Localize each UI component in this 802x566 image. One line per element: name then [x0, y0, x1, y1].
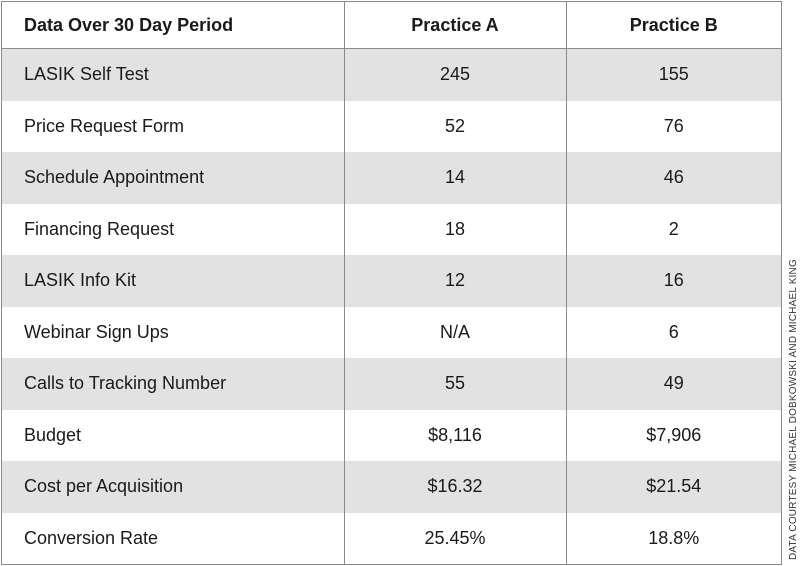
practice-b-value: 2 — [565, 203, 781, 255]
table-row: LASIK Self Test 245 155 — [2, 48, 781, 101]
practice-a-value: 18 — [343, 203, 566, 255]
table-row: Calls to Tracking Number 55 49 — [2, 358, 781, 410]
row-label: Schedule Appointment — [2, 152, 344, 204]
practice-a-value: 12 — [343, 255, 566, 307]
table-row: Schedule Appointment 14 46 — [2, 152, 781, 204]
practice-a-value: 245 — [343, 48, 566, 101]
row-label: Financing Request — [2, 203, 344, 255]
practice-a-value: $8,116 — [343, 409, 566, 461]
data-table-container: Data Over 30 Day Period Practice A Pract… — [1, 1, 782, 565]
practice-a-value: N/A — [343, 306, 566, 358]
header-practice-a: Practice A — [343, 2, 566, 49]
practice-b-value: 49 — [565, 358, 781, 410]
table-row: Budget $8,116 $7,906 — [2, 409, 781, 461]
table-row: Conversion Rate 25.45% 18.8% — [2, 512, 781, 564]
practice-b-value: 6 — [565, 306, 781, 358]
table-body: LASIK Self Test 245 155 Price Request Fo… — [2, 48, 781, 564]
row-label: Budget — [2, 409, 344, 461]
practice-b-value: 18.8% — [565, 512, 781, 564]
practice-b-value: $21.54 — [565, 461, 781, 513]
table-row: Price Request Form 52 76 — [2, 100, 781, 152]
practice-b-value: 155 — [565, 48, 781, 101]
table-header: Data Over 30 Day Period Practice A Pract… — [2, 2, 781, 49]
practice-a-value: 14 — [343, 152, 566, 204]
row-label: LASIK Info Kit — [2, 255, 344, 307]
practice-b-value: $7,906 — [565, 409, 781, 461]
practice-a-value: 25.45% — [343, 512, 566, 564]
practice-b-value: 76 — [565, 100, 781, 152]
practice-b-value: 46 — [565, 152, 781, 204]
practice-a-value: 55 — [343, 358, 566, 410]
header-row: Data Over 30 Day Period Practice A Pract… — [2, 2, 781, 49]
table-row: Financing Request 18 2 — [2, 203, 781, 255]
header-period: Data Over 30 Day Period — [2, 2, 344, 49]
header-practice-b: Practice B — [565, 2, 781, 49]
table-row: Webinar Sign Ups N/A 6 — [2, 306, 781, 358]
row-label: LASIK Self Test — [2, 48, 344, 101]
practice-b-value: 16 — [565, 255, 781, 307]
data-credit-caption: DATA COURTESY MICHAEL DOBKOWSKI AND MICH… — [788, 259, 799, 560]
row-label: Webinar Sign Ups — [2, 306, 344, 358]
table-row: Cost per Acquisition $16.32 $21.54 — [2, 461, 781, 513]
practice-a-value: $16.32 — [343, 461, 566, 513]
row-label: Cost per Acquisition — [2, 461, 344, 513]
row-label: Price Request Form — [2, 100, 344, 152]
row-label: Calls to Tracking Number — [2, 358, 344, 410]
practice-a-value: 52 — [343, 100, 566, 152]
row-label: Conversion Rate — [2, 512, 344, 564]
practice-comparison-table: Data Over 30 Day Period Practice A Pract… — [2, 2, 781, 564]
table-row: LASIK Info Kit 12 16 — [2, 255, 781, 307]
